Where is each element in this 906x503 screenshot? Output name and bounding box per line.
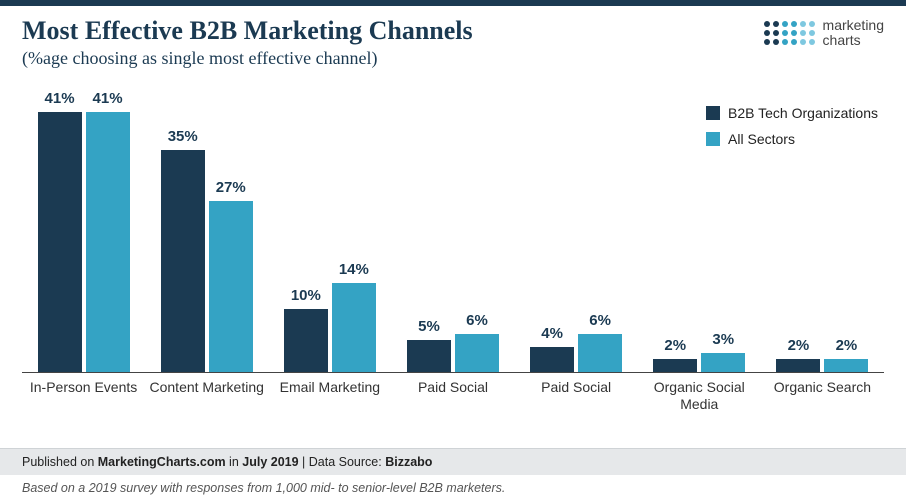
- bar-group: 5%6%: [391, 87, 514, 372]
- bar: 5%: [407, 340, 451, 372]
- bar-group: 10%14%: [268, 87, 391, 372]
- logo-line1: marketing: [823, 18, 884, 33]
- x-axis-label: Organic Social Media: [638, 373, 761, 417]
- bar-value-label: 2%: [836, 337, 858, 354]
- x-axis-labels: In-Person EventsContent MarketingEmail M…: [22, 373, 884, 417]
- bar: 41%: [86, 112, 130, 372]
- bar: 10%: [284, 309, 328, 372]
- x-axis-label: Organic Search: [761, 373, 884, 417]
- x-axis-label: In-Person Events: [22, 373, 145, 417]
- data-source: Bizzabo: [385, 455, 432, 469]
- footer: Published on MarketingCharts.com in July…: [0, 448, 906, 503]
- chart-subtitle: (%age choosing as single most effective …: [22, 48, 764, 69]
- pub-prefix: Published on: [22, 455, 98, 469]
- publication-row: Published on MarketingCharts.com in July…: [0, 448, 906, 475]
- chart-area: B2B Tech Organizations All Sectors 41%41…: [22, 87, 884, 417]
- bar-value-label: 6%: [589, 312, 611, 329]
- logo-line2: charts: [823, 33, 884, 48]
- bar: 3%: [701, 353, 745, 372]
- pub-mid: in: [226, 455, 243, 469]
- x-axis-label: Paid Social: [391, 373, 514, 417]
- bar-value-label: 27%: [216, 179, 246, 196]
- bar-value-label: 2%: [788, 337, 810, 354]
- plot-region: 41%41%35%27%10%14%5%6%4%6%2%3%2%2%: [22, 87, 884, 373]
- bar-group: 35%27%: [145, 87, 268, 372]
- bar-value-label: 5%: [418, 318, 440, 335]
- brand-logo: marketing charts: [764, 16, 884, 49]
- logo-dots-icon: [764, 21, 815, 45]
- bar-value-label: 2%: [664, 337, 686, 354]
- chart-title: Most Effective B2B Marketing Channels: [22, 16, 764, 46]
- logo-text: marketing charts: [823, 18, 884, 49]
- bar: 2%: [776, 359, 820, 372]
- pub-date: July 2019: [242, 455, 298, 469]
- bar-value-label: 4%: [541, 325, 563, 342]
- bar: 41%: [38, 112, 82, 372]
- bar-group: 4%6%: [515, 87, 638, 372]
- bar-value-label: 41%: [45, 90, 75, 107]
- bar-value-label: 14%: [339, 261, 369, 278]
- title-block: Most Effective B2B Marketing Channels (%…: [22, 16, 764, 69]
- bar: 4%: [530, 347, 574, 372]
- bar: 2%: [824, 359, 868, 372]
- bar-group: 2% 2%: [761, 87, 884, 372]
- x-axis-label: Content Marketing: [145, 373, 268, 417]
- bar-value-label: 41%: [93, 90, 123, 107]
- bar-groups: 41%41%35%27%10%14%5%6%4%6%2%3%2%2%: [22, 87, 884, 372]
- bar: 14%: [332, 283, 376, 372]
- bar: 6%: [455, 334, 499, 372]
- publisher-name: MarketingCharts.com: [98, 455, 226, 469]
- bar: 35%: [161, 150, 205, 372]
- bar: 27%: [209, 201, 253, 372]
- bar-value-label: 35%: [168, 128, 198, 145]
- source-prefix: | Data Source:: [299, 455, 386, 469]
- methodology-note: Based on a 2019 survey with responses fr…: [0, 475, 906, 503]
- bar-value-label: 6%: [466, 312, 488, 329]
- bar-value-label: 10%: [291, 287, 321, 304]
- bar: 6%: [578, 334, 622, 372]
- x-axis-label: Paid Social: [515, 373, 638, 417]
- x-axis-label: Email Marketing: [268, 373, 391, 417]
- bar-value-label: 3%: [712, 331, 734, 348]
- bar-group: 41%41%: [22, 87, 145, 372]
- header: Most Effective B2B Marketing Channels (%…: [0, 6, 906, 69]
- bar: 2%: [653, 359, 697, 372]
- bar-group: 2% 3%: [638, 87, 761, 372]
